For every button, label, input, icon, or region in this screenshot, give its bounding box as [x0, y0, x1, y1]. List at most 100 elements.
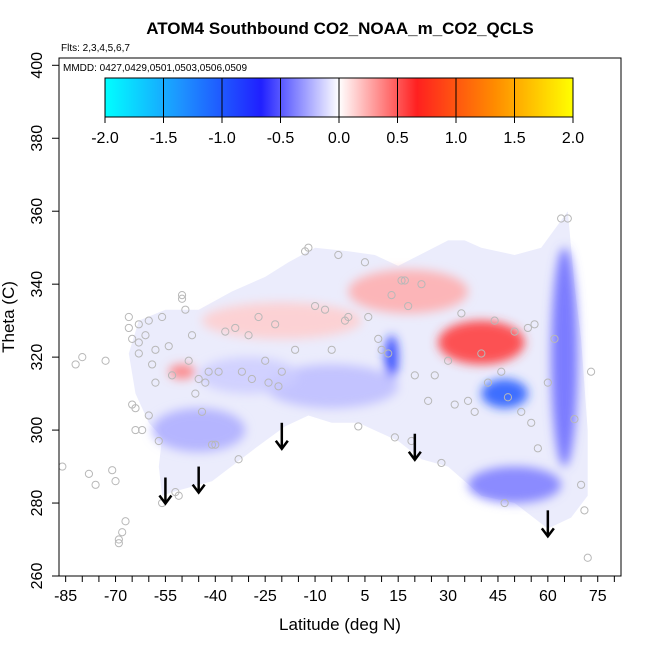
colorbar-tick-label: 0.5: [386, 130, 408, 147]
sample-point: [114, 535, 123, 544]
sample-point: [563, 214, 572, 223]
x-tick-label: -55: [154, 588, 177, 605]
sample-point: [271, 320, 280, 329]
sample-point: [134, 349, 143, 358]
sample-point: [118, 528, 127, 537]
down-arrow: [540, 510, 555, 539]
sample-point: [59, 462, 67, 471]
sample-point: [576, 480, 586, 489]
anomaly-blobs: [152, 247, 578, 504]
sample-point: [144, 411, 153, 420]
anomaly-blob: [438, 320, 525, 365]
sample-point: [121, 517, 130, 526]
sample-point: [390, 433, 399, 442]
anomaly-blob: [468, 466, 562, 504]
down-arrow: [158, 477, 173, 506]
colorbar-tick-label: -1.0: [208, 130, 236, 147]
x-tick-label: -85: [54, 588, 77, 605]
sample-point: [500, 498, 509, 508]
x-tick-label: -40: [204, 588, 227, 605]
sample-points: [59, 214, 596, 562]
sample-point: [277, 367, 286, 376]
sample-point: [543, 378, 552, 387]
sample-point: [400, 276, 409, 285]
sample-point: [91, 480, 100, 489]
sample-point: [204, 367, 213, 376]
sample-point: [194, 374, 203, 384]
sample-point: [417, 280, 426, 289]
y-tick-label: 360: [29, 198, 46, 225]
sample-point: [364, 312, 373, 322]
sample-point: [244, 331, 253, 340]
sample-point: [128, 334, 137, 343]
sample-point: [114, 539, 123, 548]
plot-frame: [58, 57, 622, 577]
colorbar-ticks: -2.0 -1.5 -1.0 -0.5 0.0 0.5 1.0 1.5 2.0: [91, 78, 584, 147]
sample-point: [164, 342, 173, 351]
arrows: [158, 422, 555, 539]
anomaly-blob: [481, 379, 528, 409]
dates-label: MMDD: 0427,0429,0501,0503,0506,0509: [63, 63, 247, 74]
sample-point: [404, 301, 413, 311]
sample-point: [184, 356, 193, 365]
x-tick-label: 30: [439, 588, 457, 605]
sample-point: [167, 371, 177, 380]
colorbar-tick-label: -2.0: [91, 130, 119, 147]
down-arrow: [407, 433, 422, 462]
sample-point: [181, 305, 190, 314]
sample-point: [483, 378, 493, 387]
sample-point: [151, 378, 160, 387]
sample-point: [134, 320, 143, 329]
sample-point: [141, 331, 150, 340]
y-tick-label: 320: [29, 344, 46, 371]
sample-point: [221, 327, 230, 336]
sample-point: [443, 356, 453, 365]
sample-point: [463, 396, 473, 406]
sample-point: [304, 243, 313, 252]
anomaly-blob: [198, 357, 299, 394]
sample-point: [503, 393, 513, 402]
sample-point: [207, 440, 217, 449]
chart-title: ATOM4 Southbound CO2_NOAA_m_CO2_QCLS: [146, 19, 534, 38]
sample-point: [177, 294, 187, 303]
sample-point: [111, 477, 120, 486]
sample-point: [174, 491, 183, 500]
sample-point: [154, 436, 163, 446]
sample-point: [131, 425, 140, 435]
colorbar-tick-label: -1.5: [150, 130, 178, 147]
colorbar-tick-label: 1.5: [503, 130, 525, 147]
anomaly-blob: [551, 247, 578, 467]
anomaly-blob: [384, 335, 399, 380]
sample-point: [231, 323, 240, 333]
y-tick-label: 400: [29, 52, 46, 79]
sample-point: [570, 415, 579, 424]
sample-point: [254, 312, 263, 322]
sample-point: [354, 422, 363, 431]
colorbar-tick-label: -0.5: [267, 130, 295, 147]
sample-point: [557, 214, 566, 223]
sample-point: [530, 320, 539, 329]
sample-point: [384, 349, 393, 358]
sample-point: [410, 371, 419, 380]
y-tick-label: 280: [29, 490, 46, 517]
sample-point: [108, 466, 117, 475]
anomaly-blob: [348, 269, 469, 314]
sample-point: [387, 291, 396, 300]
colorbar-tick-label: 1.0: [445, 130, 467, 147]
sample-point: [144, 316, 153, 325]
sample-point: [550, 334, 559, 343]
sample-point: [310, 301, 320, 311]
x-axis: -85 -70 -55 -40 -25 -10 5 15 30 45 60 75: [54, 576, 615, 605]
x-tick-label: -10: [303, 588, 326, 605]
sample-point: [84, 469, 94, 478]
sample-point: [157, 312, 167, 322]
sample-point: [430, 371, 439, 380]
sample-point: [134, 338, 143, 347]
x-tick-label: 45: [489, 588, 507, 605]
sample-point: [151, 345, 160, 354]
sample-point: [247, 374, 256, 384]
sample-point: [177, 291, 187, 300]
sample-point: [211, 440, 220, 449]
sample-point: [360, 258, 370, 267]
sample-point: [490, 316, 499, 325]
